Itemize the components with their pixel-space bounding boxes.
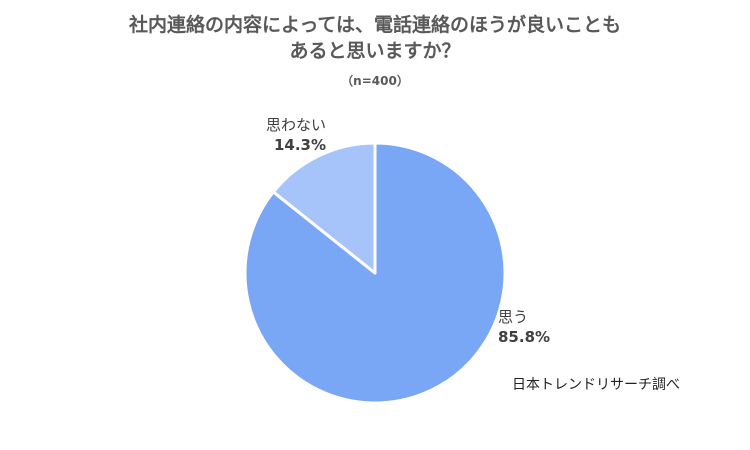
chart-title-line-1: 社内連絡の内容によっては、電話連絡のほうが良いことも (128, 14, 622, 36)
slice-label-omou-name: 思う (498, 308, 529, 326)
pie-slice-omowanai (271, 141, 377, 275)
slice-label-omowanai-value: 14.3% (273, 136, 327, 154)
source-note: 日本トレンドリサーチ調べ (512, 377, 680, 393)
chart-subtitle: （n=400） (341, 74, 409, 88)
slice-label-omou-value: 85.8% (498, 328, 551, 346)
slice-label-omou: 思う 85.8% (498, 307, 550, 347)
chart-title-line-2: あると思いますか？ (289, 40, 461, 62)
slice-label-omowanai-name: 思わない (266, 116, 327, 134)
slice-label-omowanai: 思わない 14.3% (266, 115, 326, 155)
